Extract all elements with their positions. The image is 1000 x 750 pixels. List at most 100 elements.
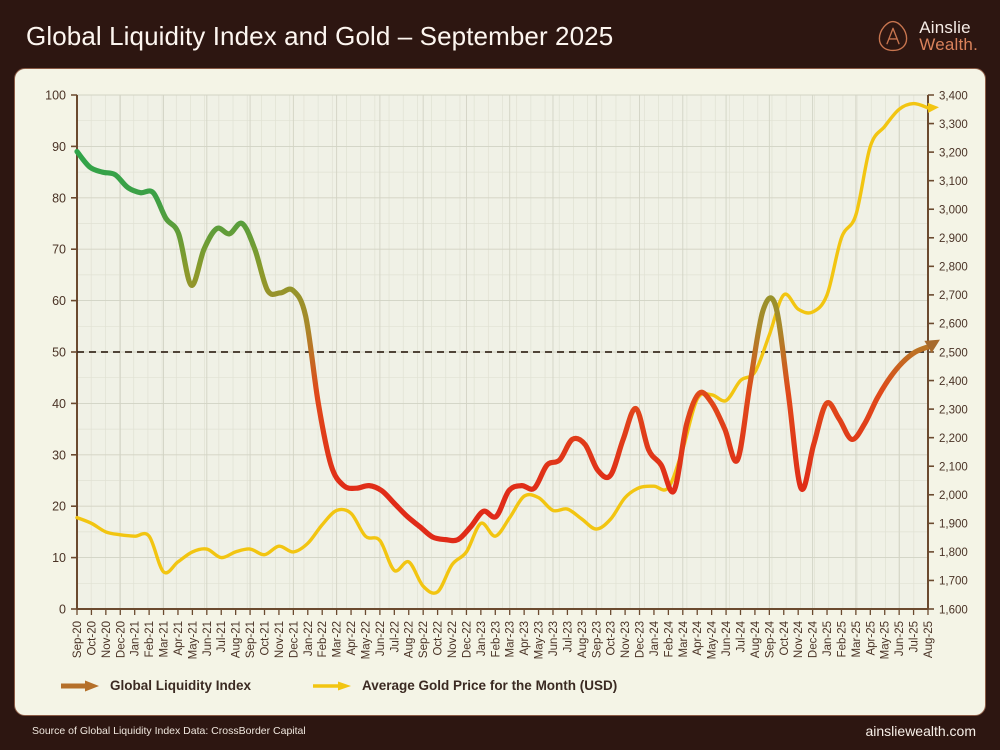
svg-text:Jul-24: Jul-24 [735,620,747,652]
svg-text:40: 40 [52,397,66,411]
page-title: Global Liquidity Index and Gold – Septem… [26,20,614,51]
svg-text:Mar-21: Mar-21 [159,621,171,657]
svg-text:Sep-20: Sep-20 [72,621,84,658]
svg-text:Dec-20: Dec-20 [115,621,127,658]
svg-text:Sep-22: Sep-22 [418,621,430,658]
svg-text:Dec-24: Dec-24 [808,620,820,658]
svg-text:3,400: 3,400 [939,90,968,102]
svg-text:Aug-22: Aug-22 [404,621,416,658]
svg-text:Jun-25: Jun-25 [894,621,906,656]
svg-text:Nov-23: Nov-23 [620,621,632,658]
svg-text:2,700: 2,700 [939,290,968,302]
svg-text:May-24: May-24 [707,620,719,659]
svg-text:1,900: 1,900 [939,519,968,531]
liquidity-gold-chart: 0 10 20 30 40 50 60 70 80 90 100 1,600 1,700 1,800 1,9… [45,89,968,660]
svg-text:Mar-22: Mar-22 [332,621,344,657]
svg-text:Nov-22: Nov-22 [447,621,459,658]
svg-text:3,200: 3,200 [939,147,968,159]
svg-text:Feb-23: Feb-23 [490,621,502,657]
svg-text:Aug-24: Aug-24 [750,620,762,658]
svg-text:100: 100 [45,89,66,103]
svg-text:Jan-24: Jan-24 [649,620,661,656]
svg-text:Feb-22: Feb-22 [317,621,329,657]
svg-text:Mar-23: Mar-23 [505,621,517,657]
svg-text:1,700: 1,700 [939,576,968,588]
svg-text:Jul-23: Jul-23 [562,621,574,652]
legend-label-gold: Average Gold Price for the Month (USD) [362,678,618,693]
svg-text:2,300: 2,300 [939,404,968,416]
legend-item-gold[interactable]: Average Gold Price for the Month (USD) [311,678,617,693]
chart-card: 0 10 20 30 40 50 60 70 80 90 100 1,600 1,700 1,800 1,9… [14,68,986,716]
svg-text:Feb-24: Feb-24 [663,620,675,657]
svg-text:3,300: 3,300 [939,119,968,131]
svg-text:Nov-21: Nov-21 [274,621,286,658]
svg-text:Apr-22: Apr-22 [346,621,358,656]
svg-text:Aug-23: Aug-23 [577,621,589,658]
svg-text:Jul-21: Jul-21 [216,621,228,652]
svg-text:2,900: 2,900 [939,233,968,245]
svg-text:Aug-21: Aug-21 [231,621,243,658]
page-header: Global Liquidity Index and Gold – Septem… [0,0,1000,72]
svg-text:90: 90 [52,140,66,154]
svg-text:Apr-21: Apr-21 [173,621,185,656]
svg-text:2,400: 2,400 [939,376,968,388]
svg-text:Jun-24: Jun-24 [721,620,733,656]
svg-text:3,000: 3,000 [939,205,968,217]
svg-text:10: 10 [52,551,66,565]
svg-text:Jul-25: Jul-25 [909,621,921,652]
svg-text:2,800: 2,800 [939,262,968,274]
svg-text:Jul-22: Jul-22 [389,621,401,652]
svg-text:Feb-21: Feb-21 [144,621,156,657]
chart-legend: Global Liquidity Index Average Gold Pric… [59,678,617,693]
svg-text:Apr-25: Apr-25 [865,621,877,656]
data-source-note: Source of Global Liquidity Index Data: C… [32,725,306,737]
svg-text:May-23: May-23 [534,621,546,659]
svg-text:Oct-23: Oct-23 [606,621,618,656]
page-footer: Source of Global Liquidity Index Data: C… [0,716,1000,750]
svg-text:May-25: May-25 [880,621,892,659]
svg-text:1,800: 1,800 [939,547,968,559]
brand-logo: Ainslie Wealth. [876,17,978,53]
svg-text:Dec-22: Dec-22 [461,621,473,658]
legend-label-liquidity: Global Liquidity Index [110,678,252,693]
svg-text:Mar-25: Mar-25 [851,621,863,657]
svg-text:Sep-23: Sep-23 [591,621,603,658]
svg-text:Jun-21: Jun-21 [202,621,214,656]
svg-text:30: 30 [52,448,66,462]
svg-text:Jun-22: Jun-22 [375,621,387,656]
svg-text:Nov-24: Nov-24 [793,620,805,658]
svg-text:May-21: May-21 [187,621,199,659]
ainslie-a-monogram-icon [878,20,908,52]
svg-text:Apr-24: Apr-24 [692,620,704,655]
svg-text:Jun-23: Jun-23 [548,621,560,656]
svg-text:Oct-21: Oct-21 [260,621,272,656]
svg-text:Jan-25: Jan-25 [822,621,834,656]
arrow-right-icon [61,680,99,691]
svg-text:Dec-21: Dec-21 [288,621,300,658]
svg-text:Sep-24: Sep-24 [764,620,776,658]
svg-text:50: 50 [52,346,66,360]
legend-item-liquidity[interactable]: Global Liquidity Index [59,678,251,693]
svg-text:Feb-25: Feb-25 [836,621,848,657]
svg-text:2,500: 2,500 [939,347,968,359]
svg-text:20: 20 [52,500,66,514]
arrow-right-icon [313,681,352,690]
svg-text:Aug-25: Aug-25 [923,621,935,658]
website-url[interactable]: ainsliewealth.com [865,723,977,739]
svg-text:Jan-23: Jan-23 [476,621,488,656]
svg-text:Nov-20: Nov-20 [101,621,113,658]
svg-text:Oct-20: Oct-20 [86,621,98,656]
svg-text:Apr-23: Apr-23 [519,621,531,656]
svg-text:2,100: 2,100 [939,462,968,474]
svg-text:Mar-24: Mar-24 [678,620,690,657]
logo-text-primary: Ainslie [919,17,971,37]
svg-text:3,100: 3,100 [939,176,968,188]
svg-text:80: 80 [52,191,66,205]
svg-text:0: 0 [59,603,66,617]
svg-text:70: 70 [52,243,66,257]
svg-text:Sep-21: Sep-21 [245,621,257,658]
svg-text:1,600: 1,600 [939,604,968,616]
svg-text:Jan-21: Jan-21 [130,621,142,656]
svg-text:Dec-23: Dec-23 [635,621,647,658]
